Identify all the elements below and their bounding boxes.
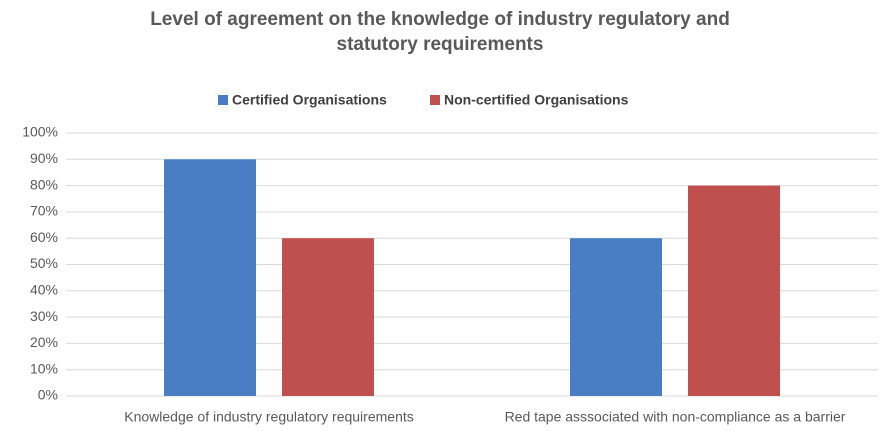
legend-swatch xyxy=(218,95,228,105)
chart-title: Level of agreement on the knowledge of i… xyxy=(150,9,730,30)
y-tick-label: 100% xyxy=(22,124,58,140)
y-tick-label: 80% xyxy=(30,176,58,192)
y-tick-label: 90% xyxy=(30,150,58,166)
y-tick-label: 40% xyxy=(30,282,58,298)
y-tick-label: 50% xyxy=(30,255,58,271)
legend-label: Certified Organisations xyxy=(232,92,387,108)
chart-title: statutory requirements xyxy=(337,34,544,55)
bar xyxy=(570,238,662,396)
y-tick-label: 70% xyxy=(30,203,58,219)
bar xyxy=(282,238,374,396)
y-tick-label: 30% xyxy=(30,308,58,324)
x-tick-label: Knowledge of industry regulatory require… xyxy=(124,409,414,425)
bar xyxy=(164,159,256,396)
y-tick-label: 60% xyxy=(30,229,58,245)
legend-swatch xyxy=(430,95,440,105)
bar xyxy=(688,185,780,396)
legend-label: Non-certified Organisations xyxy=(444,92,629,108)
y-tick-label: 20% xyxy=(30,334,58,350)
y-tick-label: 10% xyxy=(30,360,58,376)
y-tick-label: 0% xyxy=(38,387,58,403)
x-tick-label: Red tape asssociated with non-compliance… xyxy=(505,409,846,425)
